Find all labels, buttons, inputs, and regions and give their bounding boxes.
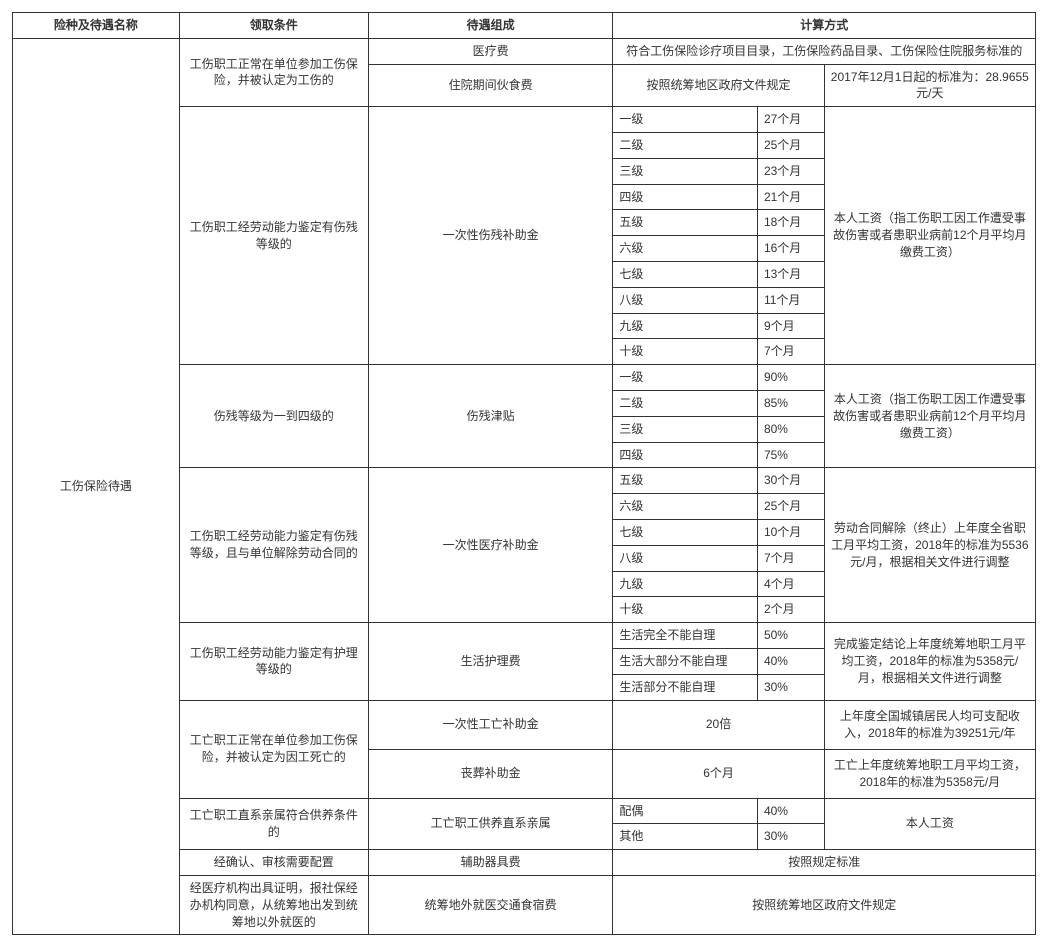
note2: 本人工资（指工伤职工因工作遭受事故伤害或者患职业病前12个月平均月缴费工资） <box>824 107 1035 365</box>
lvl3-2-lv: 三级 <box>613 416 758 442</box>
lvl2-6-lv: 七级 <box>613 261 758 287</box>
lvl5-0-lv: 生活完全不能自理 <box>613 623 758 649</box>
cond1: 工伤职工正常在单位参加工伤保险，并被认定为工伤的 <box>179 38 368 106</box>
calc1a: 符合工伤保险诊疗项目目录，工伤保险药品目录、工伤保险住院服务标准的 <box>613 38 1036 64</box>
item8: 辅助器具费 <box>368 850 613 876</box>
lvl2-0-lv: 一级 <box>613 107 758 133</box>
lvl2-9-v: 7个月 <box>757 339 824 365</box>
lvl5-2-lv: 生活部分不能自理 <box>613 674 758 700</box>
lvl4-5-lv: 十级 <box>613 597 758 623</box>
item1a: 医疗费 <box>368 38 613 64</box>
cond6: 工亡职工正常在单位参加工伤保险，并被认定为因工死亡的 <box>179 700 368 798</box>
cond5: 工伤职工经劳动能力鉴定有护理等级的 <box>179 623 368 700</box>
lvl2-2-v: 23个月 <box>757 158 824 184</box>
item7: 工亡职工供养直系亲属 <box>368 798 613 850</box>
lvl4-1-v: 25个月 <box>757 494 824 520</box>
lvl2-3-lv: 四级 <box>613 184 758 210</box>
lvl3-3-v: 75% <box>757 442 824 468</box>
note5: 完成鉴定结论上年度统筹地职工月平均工资，2018年的标准为5358元/月，根据相… <box>824 623 1035 700</box>
lvl4-2-lv: 七级 <box>613 519 758 545</box>
lvl3-3-lv: 四级 <box>613 442 758 468</box>
note7: 本人工资 <box>824 798 1035 850</box>
lvl3-1-v: 85% <box>757 390 824 416</box>
cond8: 经确认、审核需要配置 <box>179 850 368 876</box>
calc1b-left: 按照统筹地区政府文件规定 <box>613 64 824 107</box>
item2: 一次性伤残补助金 <box>368 107 613 365</box>
lvl5-0-v: 50% <box>757 623 824 649</box>
lvl3-0-lv: 一级 <box>613 365 758 391</box>
lvl2-2-lv: 三级 <box>613 158 758 184</box>
item9: 统筹地外就医交通食宿费 <box>368 875 613 934</box>
cond3: 伤残等级为一到四级的 <box>179 365 368 468</box>
lvl2-9-lv: 十级 <box>613 339 758 365</box>
calc6b-right: 工亡上年度统筹地职工月平均工资，2018年的标准为5358元/月 <box>824 749 1035 798</box>
lvl2-8-lv: 九级 <box>613 313 758 339</box>
item6b: 丧葬补助金 <box>368 749 613 798</box>
row-category: 工伤保险待遇 <box>13 38 180 935</box>
lvl7-1-lv: 其他 <box>613 824 758 850</box>
calc1b-right: 2017年12月1日起的标准为：28.9655元/天 <box>824 64 1035 107</box>
item4: 一次性医疗补助金 <box>368 468 613 623</box>
note3: 本人工资（指工伤职工因工作遭受事故伤害或者患职业病前12个月平均月缴费工资） <box>824 365 1035 468</box>
cond4: 工伤职工经劳动能力鉴定有伤残等级，且与单位解除劳动合同的 <box>179 468 368 623</box>
cond2: 工伤职工经劳动能力鉴定有伤残等级的 <box>179 107 368 365</box>
lvl3-1-lv: 二级 <box>613 390 758 416</box>
lvl3-0-v: 90% <box>757 365 824 391</box>
lvl5-1-v: 40% <box>757 648 824 674</box>
lvl4-4-v: 4个月 <box>757 571 824 597</box>
lvl5-1-lv: 生活大部分不能自理 <box>613 648 758 674</box>
calc9: 按照统筹地区政府文件规定 <box>613 875 1036 934</box>
lvl2-1-lv: 二级 <box>613 132 758 158</box>
lvl7-1-v: 30% <box>757 824 824 850</box>
lvl2-1-v: 25个月 <box>757 132 824 158</box>
lvl7-0-v: 40% <box>757 798 824 824</box>
lvl2-5-lv: 六级 <box>613 236 758 262</box>
lvl2-5-v: 16个月 <box>757 236 824 262</box>
lvl2-3-v: 21个月 <box>757 184 824 210</box>
lvl4-2-v: 10个月 <box>757 519 824 545</box>
lvl5-2-v: 30% <box>757 674 824 700</box>
lvl4-0-v: 30个月 <box>757 468 824 494</box>
lvl2-4-v: 18个月 <box>757 210 824 236</box>
header-col3: 待遇组成 <box>368 13 613 39</box>
lvl2-6-v: 13个月 <box>757 261 824 287</box>
lvl4-3-v: 7个月 <box>757 545 824 571</box>
item3: 伤残津贴 <box>368 365 613 468</box>
calc6b-left: 6个月 <box>613 749 824 798</box>
lvl4-4-lv: 九级 <box>613 571 758 597</box>
note4: 劳动合同解除（终止）上年度全省职工月平均工资，2018年的标准为5536元/月，… <box>824 468 1035 623</box>
header-col4: 计算方式 <box>613 13 1036 39</box>
item1b: 住院期间伙食费 <box>368 64 613 107</box>
lvl3-2-v: 80% <box>757 416 824 442</box>
calc6a-right: 上年度全国城镇居民人均可支配收入，2018年的标准为39251元/年 <box>824 700 1035 749</box>
lvl2-4-lv: 五级 <box>613 210 758 236</box>
lvl4-5-v: 2个月 <box>757 597 824 623</box>
lvl2-7-v: 11个月 <box>757 287 824 313</box>
header-col2: 领取条件 <box>179 13 368 39</box>
lvl4-0-lv: 五级 <box>613 468 758 494</box>
lvl2-7-lv: 八级 <box>613 287 758 313</box>
item5: 生活护理费 <box>368 623 613 700</box>
header-col1: 险种及待遇名称 <box>13 13 180 39</box>
cond9: 经医疗机构出具证明，报社保经办机构同意，从统筹地出发到统筹地以外就医的 <box>179 875 368 934</box>
lvl7-0-lv: 配偶 <box>613 798 758 824</box>
item6a: 一次性工亡补助金 <box>368 700 613 749</box>
lvl4-1-lv: 六级 <box>613 494 758 520</box>
calc8: 按照规定标准 <box>613 850 1036 876</box>
cond7: 工亡职工直系亲属符合供养条件的 <box>179 798 368 850</box>
lvl2-8-v: 9个月 <box>757 313 824 339</box>
lvl2-0-v: 27个月 <box>757 107 824 133</box>
benefits-table: 险种及待遇名称 领取条件 待遇组成 计算方式 工伤保险待遇 工伤职工正常在单位参… <box>12 12 1036 935</box>
lvl4-3-lv: 八级 <box>613 545 758 571</box>
calc6a-left: 20倍 <box>613 700 824 749</box>
